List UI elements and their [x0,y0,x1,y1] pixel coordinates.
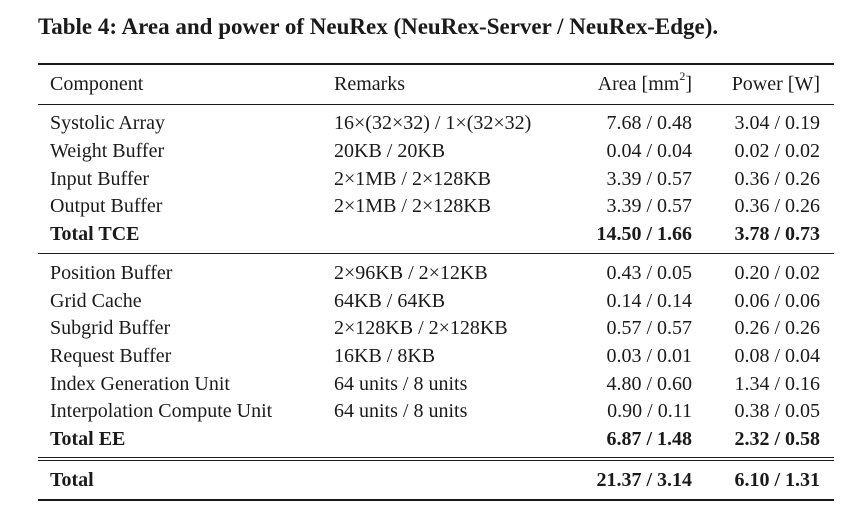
header-power: Power [W] [731,73,820,95]
cell-component: Weight Buffer [50,140,165,162]
cell-area: 6.87 / 1.48 [606,428,692,450]
cell-area: 14.50 / 1.66 [596,223,692,245]
cell-remarks: 2×1MB / 2×128KB [334,195,492,217]
table-row: Position Buffer 2×96KB / 2×12KB 0.43 / 0… [38,260,834,286]
cell-remarks: 64KB / 64KB [334,290,446,312]
total-ee-row: Total EE 6.87 / 1.48 2.32 / 0.58 [38,426,834,452]
cell-component: Grid Cache [50,290,142,312]
cell-component: Output Buffer [50,195,163,217]
cell-component: Total EE [50,428,126,450]
top-rule [38,63,834,65]
cell-area: 3.39 / 0.57 [606,168,692,190]
table-row: Request Buffer 16KB / 8KB 0.03 / 0.01 0.… [38,343,834,369]
cell-remarks: 16×(32×32) / 1×(32×32) [334,112,532,134]
table-row: Weight Buffer 20KB / 20KB 0.04 / 0.04 0.… [38,138,834,164]
cell-remarks: 16KB / 8KB [334,345,436,367]
grand-total-row: Total 21.37 / 3.14 6.10 / 1.31 [38,467,834,493]
header-component: Component [50,73,144,95]
table-row: Input Buffer 2×1MB / 2×128KB 3.39 / 0.57… [38,166,834,192]
cell-remarks: 64 units / 8 units [334,373,468,395]
section-rule [38,460,834,461]
header-rule [38,104,834,105]
cell-area: 0.57 / 0.57 [606,317,692,339]
cell-component: Index Generation Unit [50,373,230,395]
cell-remarks: 2×128KB / 2×128KB [334,317,508,339]
table-row: Systolic Array 16×(32×32) / 1×(32×32) 7.… [38,110,834,136]
cell-power: 3.78 / 0.73 [734,223,820,245]
cell-power: 0.02 / 0.02 [734,140,820,162]
cell-component: Subgrid Buffer [50,317,171,339]
cell-power: 2.32 / 0.58 [734,428,820,450]
cell-area: 21.37 / 3.14 [596,469,692,491]
cell-area: 4.80 / 0.60 [606,373,692,395]
table-row: Interpolation Compute Unit 64 units / 8 … [38,398,834,424]
bottom-rule [38,499,834,501]
cell-power: 0.26 / 0.26 [734,317,820,339]
cell-remarks: 64 units / 8 units [334,400,468,422]
cell-power: 3.04 / 0.19 [734,112,820,134]
table-row: Index Generation Unit 64 units / 8 units… [38,371,834,397]
cell-component: Systolic Array [50,112,165,134]
cell-remarks: 20KB / 20KB [334,140,446,162]
cell-component: Position Buffer [50,262,173,284]
cell-component: Input Buffer [50,168,150,190]
cell-component: Request Buffer [50,345,172,367]
cell-area: 0.04 / 0.04 [606,140,692,162]
cell-power: 0.06 / 0.06 [734,290,820,312]
cell-power: 0.38 / 0.05 [734,400,820,422]
cell-component: Interpolation Compute Unit [50,400,273,422]
cell-area: 0.90 / 0.11 [607,400,692,422]
cell-component: Total [50,469,94,491]
cell-power: 6.10 / 1.31 [734,469,820,491]
table-row: Output Buffer 2×1MB / 2×128KB 3.39 / 0.5… [38,193,834,219]
cell-power: 1.34 / 0.16 [734,373,820,395]
header-area: Area [mm2] [597,69,692,95]
section-rule [38,253,834,254]
cell-area: 0.03 / 0.01 [606,345,692,367]
cell-component: Total TCE [50,223,140,245]
cell-area: 3.39 / 0.57 [606,195,692,217]
cell-remarks: 2×1MB / 2×128KB [334,168,492,190]
header-remarks: Remarks [334,73,406,95]
cell-area: 0.43 / 0.05 [606,262,692,284]
cell-area: 0.14 / 0.14 [606,290,692,312]
cell-power: 0.20 / 0.02 [734,262,820,284]
total-tce-row: Total TCE 14.50 / 1.66 3.78 / 0.73 [38,221,834,247]
table-row: Grid Cache 64KB / 64KB 0.14 / 0.14 0.06 … [38,288,834,314]
section-rule [38,457,834,458]
cell-area: 7.68 / 0.48 [606,112,692,134]
cell-power: 0.36 / 0.26 [734,195,820,217]
table-row: Subgrid Buffer 2×128KB / 2×128KB 0.57 / … [38,315,834,341]
table-header-row: Component Remarks Area [mm2] Power [W] [38,69,834,97]
table-caption: Table 4: Area and power of NeuRex (NeuRe… [38,14,719,39]
cell-power: 0.08 / 0.04 [734,345,820,367]
cell-remarks: 2×96KB / 2×12KB [334,262,488,284]
cell-power: 0.36 / 0.26 [734,168,820,190]
